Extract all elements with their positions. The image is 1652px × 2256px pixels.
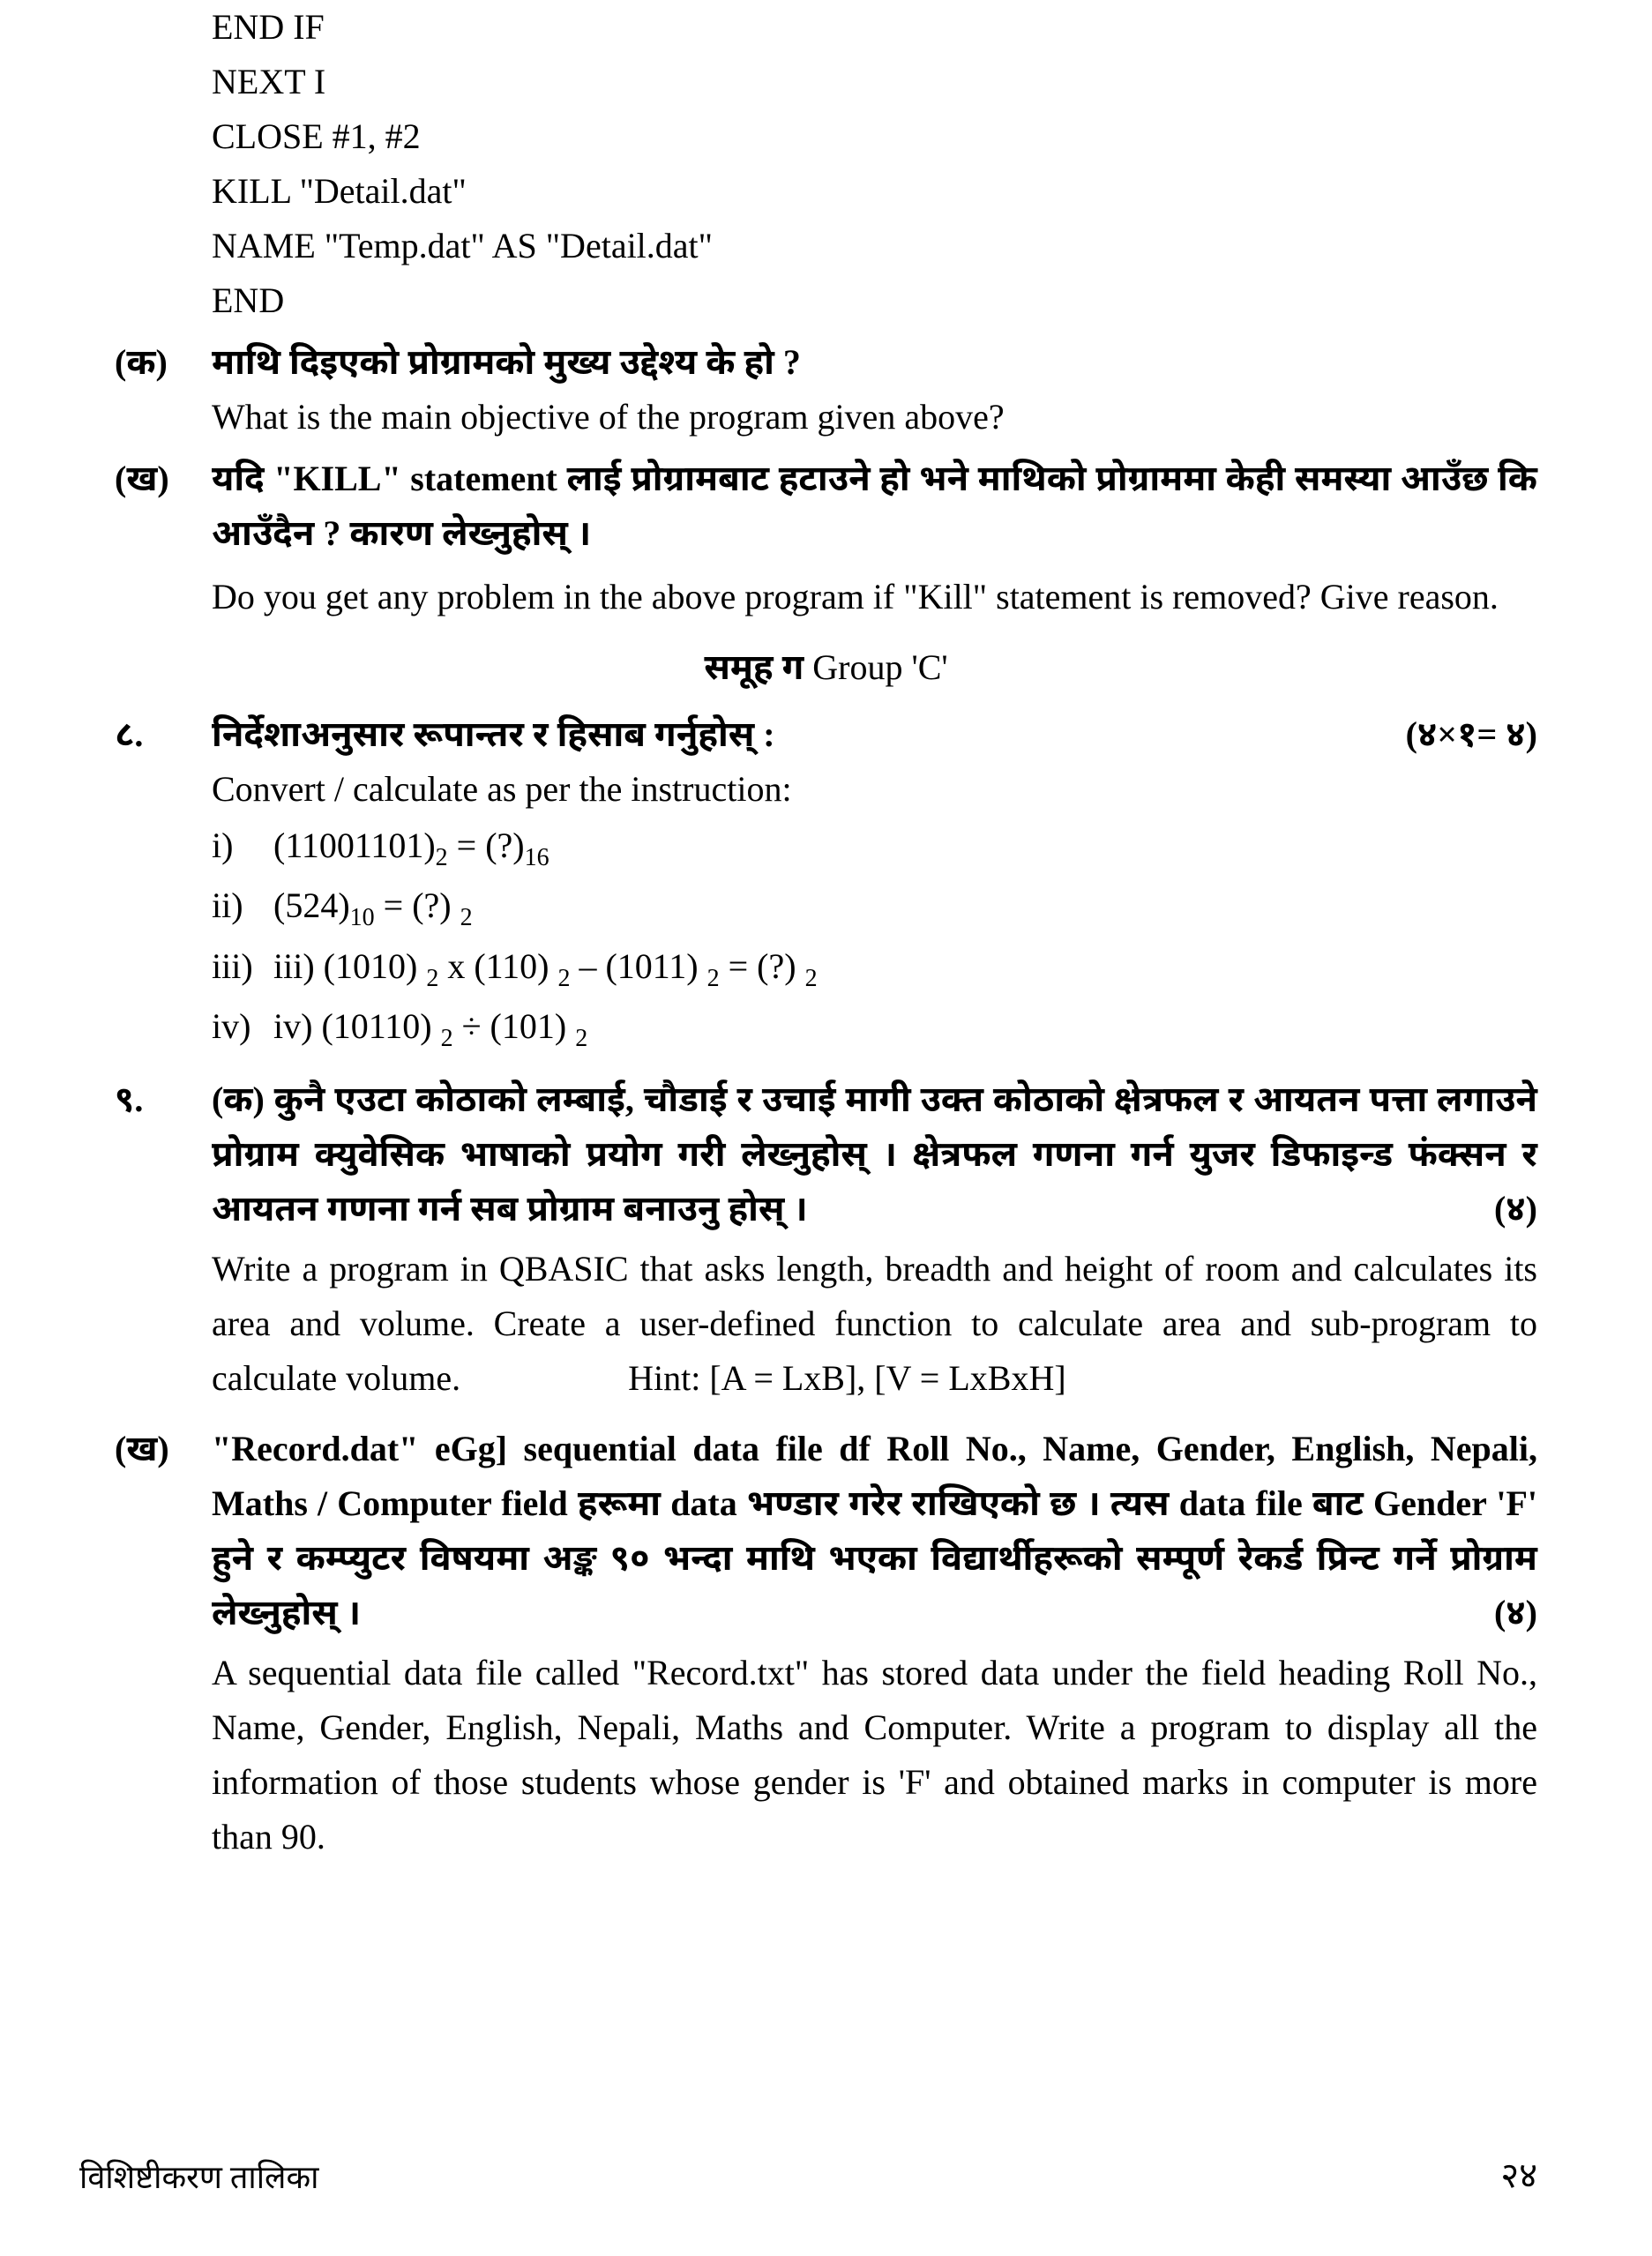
roman-label: iv) bbox=[212, 999, 273, 1057]
question-nepali: यदि "KILL" statement लाई प्रोग्रामबाट हट… bbox=[212, 452, 1537, 561]
sub: 2 bbox=[575, 1025, 587, 1052]
expr: = (?) bbox=[720, 946, 805, 986]
sub-question-ka: (क) माथि दिइएको प्रोग्रामको मुख्य उद्देश… bbox=[115, 335, 1537, 390]
question-english: Do you get any problem in the above prog… bbox=[212, 570, 1537, 624]
sub: 2 bbox=[426, 965, 438, 992]
sub-label: (ख) bbox=[115, 1422, 212, 1864]
question-english: What is the main objective of the progra… bbox=[212, 390, 1537, 444]
sub: 2 bbox=[707, 965, 720, 992]
sub: 2 bbox=[460, 904, 473, 931]
item-iii: iii) iii) (1010) 2 x (110) 2 – (1011) 2 … bbox=[212, 939, 1537, 997]
expr: x (110) bbox=[438, 946, 557, 986]
item-body: iv) (10110) 2 ÷ (101) 2 bbox=[273, 999, 1537, 1057]
code-line: END bbox=[212, 273, 1537, 328]
expr: (10110) bbox=[321, 1006, 440, 1046]
item-iv: iv) iv) (10110) 2 ÷ (101) 2 bbox=[212, 999, 1537, 1057]
expr: (11001101) bbox=[273, 825, 436, 865]
item-i: i) (11001101)2 = (?)16 bbox=[212, 818, 1537, 877]
q9-ka: (क) कुनै एउटा कोठाको लम्बाई, चौडाई र उचा… bbox=[212, 1072, 1537, 1236]
sub: 2 bbox=[441, 1025, 453, 1052]
q9-kha-en: A sequential data file called "Record.tx… bbox=[212, 1646, 1537, 1864]
sub-label: (ख) bbox=[115, 452, 212, 561]
q9-kha-marks: (४) bbox=[1494, 1586, 1537, 1640]
expr: (1010) bbox=[324, 946, 427, 986]
expr: iv) bbox=[273, 1006, 321, 1046]
question-number: ९. bbox=[115, 1072, 212, 1406]
code-line: NEXT I bbox=[212, 55, 1537, 109]
q9-ka-marks: (४) bbox=[1494, 1182, 1537, 1236]
code-line: NAME "Temp.dat" AS "Detail.dat" bbox=[212, 219, 1537, 273]
q8-en: Convert / calculate as per the instructi… bbox=[212, 762, 1537, 817]
expr: – (1011) bbox=[570, 946, 706, 986]
expr: = (?) bbox=[375, 885, 460, 925]
code-line: KILL "Detail.dat" bbox=[212, 164, 1537, 219]
item-body: (11001101)2 = (?)16 bbox=[273, 818, 1537, 877]
footer-right: २४ bbox=[1500, 2148, 1537, 2203]
conversion-list: i) (11001101)2 = (?)16 ii) (524)10 = (?)… bbox=[212, 818, 1537, 1058]
code-line: END IF bbox=[212, 0, 1537, 55]
expr: = (?) bbox=[448, 825, 525, 865]
code-line: CLOSE #1, #2 bbox=[212, 109, 1537, 164]
sub-label: (क) bbox=[115, 335, 212, 390]
question-nepali: माथि दिइएको प्रोग्रामको मुख्य उद्देश्य क… bbox=[212, 335, 1537, 390]
sub-question-kha: (ख) यदि "KILL" statement लाई प्रोग्रामबा… bbox=[115, 452, 1537, 561]
q9-kha: (ख) "Record.dat" eGg] sequential data fi… bbox=[115, 1422, 1537, 1864]
expr: ÷ (101) bbox=[453, 1006, 576, 1046]
roman-label: iii) bbox=[212, 939, 273, 997]
question-8: ८. निर्देशाअनुसार रूपान्तर र हिसाब गर्नु… bbox=[115, 707, 1537, 1060]
q9-ka-en: Write a program in QBASIC that asks leng… bbox=[212, 1242, 1537, 1406]
sub: 10 bbox=[350, 904, 375, 931]
q9-kha-ne-wrap: "Record.dat" eGg] sequential data file d… bbox=[212, 1422, 1537, 1640]
question-9: ९. (क) कुनै एउटा कोठाको लम्बाई, चौडाई र … bbox=[115, 1072, 1537, 1406]
q9-ka-ne: (क) कुनै एउटा कोठाको लम्बाई, चौडाई र उचा… bbox=[212, 1079, 1537, 1229]
question-number: ८. bbox=[115, 707, 212, 1060]
sub: 2 bbox=[557, 965, 570, 992]
roman-label: i) bbox=[212, 818, 273, 877]
sub: 2 bbox=[436, 844, 448, 871]
sub: 16 bbox=[525, 844, 549, 871]
code-block: END IF NEXT I CLOSE #1, #2 KILL "Detail.… bbox=[212, 0, 1537, 328]
q8-marks: (४×१= ४) bbox=[1406, 707, 1537, 762]
item-body: (524)10 = (?) 2 bbox=[273, 878, 1537, 937]
footer-left: विशिष्टीकरण तालिका bbox=[79, 2154, 318, 2203]
q9-kha-ne: "Record.dat" eGg] sequential data file d… bbox=[212, 1429, 1537, 1632]
group-title-en: Group 'C' bbox=[804, 647, 947, 687]
q8-ne: निर्देशाअनुसार रूपान्तर र हिसाब गर्नुहोस… bbox=[212, 714, 775, 754]
group-header: समूह ग Group 'C' bbox=[115, 640, 1537, 695]
expr: (524) bbox=[273, 885, 350, 925]
roman-label: ii) bbox=[212, 878, 273, 937]
q8-heading: निर्देशाअनुसार रूपान्तर र हिसाब गर्नुहोस… bbox=[212, 707, 1537, 762]
expr: iii) bbox=[273, 946, 324, 986]
item-ii: ii) (524)10 = (?) 2 bbox=[212, 878, 1537, 937]
item-body: iii) (1010) 2 x (110) 2 – (1011) 2 = (?)… bbox=[273, 939, 1537, 997]
group-title-ne: समूह ग bbox=[704, 647, 804, 687]
sub: 2 bbox=[805, 965, 818, 992]
